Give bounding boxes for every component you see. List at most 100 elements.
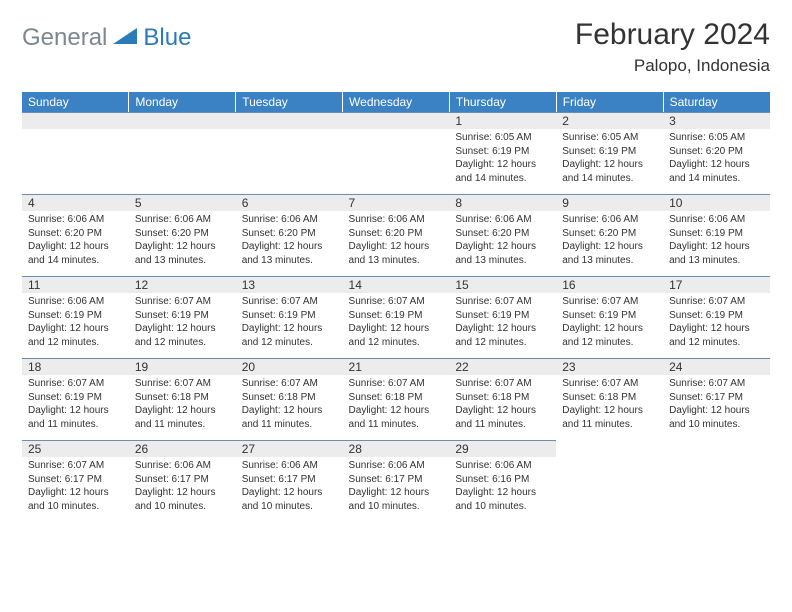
calendar-cell: 14Sunrise: 6:07 AMSunset: 6:19 PMDayligh…: [343, 276, 450, 358]
day-content: Sunrise: 6:07 AMSunset: 6:19 PMDaylight:…: [22, 375, 129, 435]
day-content: Sunrise: 6:07 AMSunset: 6:19 PMDaylight:…: [129, 293, 236, 353]
day-content: Sunrise: 6:06 AMSunset: 6:20 PMDaylight:…: [129, 211, 236, 271]
calendar-cell: 6Sunrise: 6:06 AMSunset: 6:20 PMDaylight…: [236, 194, 343, 276]
daynum: 22: [449, 358, 556, 375]
calendar-body: 1Sunrise: 6:05 AMSunset: 6:19 PMDaylight…: [22, 112, 770, 522]
daynum: 8: [449, 194, 556, 211]
weekday-header: Sunday: [22, 92, 129, 112]
day-content: Sunrise: 6:06 AMSunset: 6:16 PMDaylight:…: [449, 457, 556, 517]
daynum-empty: [343, 112, 450, 129]
logo: General Blue: [22, 24, 191, 52]
calendar-cell: [556, 440, 663, 522]
calendar-cell: 25Sunrise: 6:07 AMSunset: 6:17 PMDayligh…: [22, 440, 129, 522]
daynum: 3: [663, 112, 770, 129]
calendar-week-row: 11Sunrise: 6:06 AMSunset: 6:19 PMDayligh…: [22, 276, 770, 358]
calendar-cell: 13Sunrise: 6:07 AMSunset: 6:19 PMDayligh…: [236, 276, 343, 358]
logo-triangle-icon: [113, 26, 139, 51]
calendar-cell: 24Sunrise: 6:07 AMSunset: 6:17 PMDayligh…: [663, 358, 770, 440]
calendar-cell: 22Sunrise: 6:07 AMSunset: 6:18 PMDayligh…: [449, 358, 556, 440]
day-content: Sunrise: 6:07 AMSunset: 6:17 PMDaylight:…: [22, 457, 129, 517]
daynum: 4: [22, 194, 129, 211]
location: Palopo, Indonesia: [575, 56, 770, 76]
calendar-cell: 12Sunrise: 6:07 AMSunset: 6:19 PMDayligh…: [129, 276, 236, 358]
weekday-header: Monday: [129, 92, 236, 112]
calendar-cell: 21Sunrise: 6:07 AMSunset: 6:18 PMDayligh…: [343, 358, 450, 440]
day-content: Sunrise: 6:07 AMSunset: 6:18 PMDaylight:…: [449, 375, 556, 435]
calendar-cell: 4Sunrise: 6:06 AMSunset: 6:20 PMDaylight…: [22, 194, 129, 276]
daynum: 9: [556, 194, 663, 211]
calendar-cell: 26Sunrise: 6:06 AMSunset: 6:17 PMDayligh…: [129, 440, 236, 522]
calendar-cell: [236, 112, 343, 194]
daynum: 21: [343, 358, 450, 375]
daynum: 27: [236, 440, 343, 457]
day-content: Sunrise: 6:06 AMSunset: 6:17 PMDaylight:…: [129, 457, 236, 517]
daynum-blank: [556, 440, 663, 456]
daynum: 10: [663, 194, 770, 211]
daynum: 15: [449, 276, 556, 293]
daynum: 2: [556, 112, 663, 129]
daynum-empty: [129, 112, 236, 129]
calendar-cell: 23Sunrise: 6:07 AMSunset: 6:18 PMDayligh…: [556, 358, 663, 440]
daynum: 12: [129, 276, 236, 293]
calendar-cell: 27Sunrise: 6:06 AMSunset: 6:17 PMDayligh…: [236, 440, 343, 522]
day-content: Sunrise: 6:06 AMSunset: 6:19 PMDaylight:…: [22, 293, 129, 353]
daynum-empty: [22, 112, 129, 129]
calendar-table: SundayMondayTuesdayWednesdayThursdayFrid…: [22, 92, 770, 522]
daynum: 18: [22, 358, 129, 375]
day-content: Sunrise: 6:07 AMSunset: 6:17 PMDaylight:…: [663, 375, 770, 435]
day-content: Sunrise: 6:07 AMSunset: 6:18 PMDaylight:…: [129, 375, 236, 435]
calendar-cell: 11Sunrise: 6:06 AMSunset: 6:19 PMDayligh…: [22, 276, 129, 358]
weekday-header: Saturday: [663, 92, 770, 112]
calendar-cell: 2Sunrise: 6:05 AMSunset: 6:19 PMDaylight…: [556, 112, 663, 194]
day-content: Sunrise: 6:06 AMSunset: 6:20 PMDaylight:…: [236, 211, 343, 271]
weekday-header: Friday: [556, 92, 663, 112]
calendar-cell: 3Sunrise: 6:05 AMSunset: 6:20 PMDaylight…: [663, 112, 770, 194]
calendar-cell: 8Sunrise: 6:06 AMSunset: 6:20 PMDaylight…: [449, 194, 556, 276]
daynum: 24: [663, 358, 770, 375]
daynum: 26: [129, 440, 236, 457]
day-content: Sunrise: 6:06 AMSunset: 6:20 PMDaylight:…: [22, 211, 129, 271]
daynum: 7: [343, 194, 450, 211]
calendar-cell: [22, 112, 129, 194]
day-content: Sunrise: 6:07 AMSunset: 6:18 PMDaylight:…: [236, 375, 343, 435]
calendar-cell: 10Sunrise: 6:06 AMSunset: 6:19 PMDayligh…: [663, 194, 770, 276]
daynum: 13: [236, 276, 343, 293]
calendar-cell: 15Sunrise: 6:07 AMSunset: 6:19 PMDayligh…: [449, 276, 556, 358]
calendar-header-row: SundayMondayTuesdayWednesdayThursdayFrid…: [22, 92, 770, 112]
day-content: Sunrise: 6:07 AMSunset: 6:19 PMDaylight:…: [236, 293, 343, 353]
calendar-cell: 17Sunrise: 6:07 AMSunset: 6:19 PMDayligh…: [663, 276, 770, 358]
month-title: February 2024: [575, 18, 770, 52]
daynum: 25: [22, 440, 129, 457]
weekday-header: Thursday: [449, 92, 556, 112]
daynum: 6: [236, 194, 343, 211]
logo-text-general: General: [22, 24, 107, 52]
calendar-week-row: 4Sunrise: 6:06 AMSunset: 6:20 PMDaylight…: [22, 194, 770, 276]
day-content: Sunrise: 6:07 AMSunset: 6:19 PMDaylight:…: [449, 293, 556, 353]
day-content: Sunrise: 6:07 AMSunset: 6:18 PMDaylight:…: [343, 375, 450, 435]
daynum: 16: [556, 276, 663, 293]
calendar-cell: [343, 112, 450, 194]
calendar-cell: 18Sunrise: 6:07 AMSunset: 6:19 PMDayligh…: [22, 358, 129, 440]
title-block: February 2024 Palopo, Indonesia: [575, 18, 770, 76]
daynum: 19: [129, 358, 236, 375]
calendar-week-row: 1Sunrise: 6:05 AMSunset: 6:19 PMDaylight…: [22, 112, 770, 194]
daynum: 20: [236, 358, 343, 375]
weekday-header: Wednesday: [343, 92, 450, 112]
daynum: 11: [22, 276, 129, 293]
daynum: 14: [343, 276, 450, 293]
day-content: Sunrise: 6:06 AMSunset: 6:20 PMDaylight:…: [556, 211, 663, 271]
daynum: 23: [556, 358, 663, 375]
calendar-cell: 7Sunrise: 6:06 AMSunset: 6:20 PMDaylight…: [343, 194, 450, 276]
calendar-cell: 20Sunrise: 6:07 AMSunset: 6:18 PMDayligh…: [236, 358, 343, 440]
calendar-cell: [129, 112, 236, 194]
day-content: Sunrise: 6:07 AMSunset: 6:18 PMDaylight:…: [556, 375, 663, 435]
day-content: Sunrise: 6:05 AMSunset: 6:19 PMDaylight:…: [449, 129, 556, 189]
day-content: Sunrise: 6:06 AMSunset: 6:17 PMDaylight:…: [343, 457, 450, 517]
calendar-cell: 16Sunrise: 6:07 AMSunset: 6:19 PMDayligh…: [556, 276, 663, 358]
logo-text-blue: Blue: [143, 24, 191, 52]
calendar-cell: 5Sunrise: 6:06 AMSunset: 6:20 PMDaylight…: [129, 194, 236, 276]
calendar-cell: 29Sunrise: 6:06 AMSunset: 6:16 PMDayligh…: [449, 440, 556, 522]
header: General Blue February 2024 Palopo, Indon…: [22, 18, 770, 76]
daynum: 28: [343, 440, 450, 457]
day-content: Sunrise: 6:06 AMSunset: 6:19 PMDaylight:…: [663, 211, 770, 271]
